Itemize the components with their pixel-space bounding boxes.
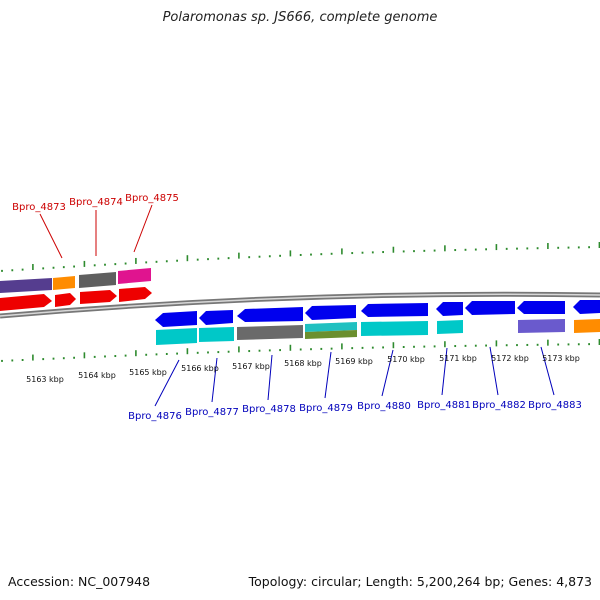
cog-band-4876 [156,328,197,345]
gene-label-bottom: Bpro_4877 [185,407,239,418]
genome-summary-text: Topology: circular; Length: 5,200,264 bp… [248,574,592,589]
gene-arrow-4876 [155,311,197,327]
bottom-leader-lines [154,346,555,407]
cog-band-4880 [361,321,428,336]
gene-arrow-4882 [465,301,515,315]
gene-arrow-next [573,300,600,314]
accession-text: Accession: NC_007948 [8,574,151,589]
reverse-strand-features [155,300,600,345]
gene-arrow-4875 [119,287,152,302]
cog-band-4877 [199,327,234,342]
map-title: Polaromonas sp. JS666, complete genome [162,10,438,25]
gene-label-bottom: Bpro_4882 [472,400,526,411]
gene-label-bottom: Bpro_4879 [299,403,353,414]
gene-label-top: Bpro_4874 [69,197,123,208]
gene-label-bottom: Bpro_4876 [128,411,182,422]
cog-band-4879a [305,322,357,332]
cog-band-next [574,319,600,333]
scale-label: 5167 kbp [232,362,270,371]
gene-label-bottom: Bpro_4880 [357,401,411,412]
scale-label: 5170 kbp [387,355,425,364]
cog-band-4879b [305,330,357,339]
bottom-gene-labels: Bpro_4876 Bpro_4877 Bpro_4878 Bpro_4879 … [128,400,582,422]
lower-tick-row [1,339,600,362]
genome-backbone [0,291,600,319]
top-gene-labels: Bpro_4873 Bpro_4874 Bpro_4875 [12,193,179,213]
gene-label-bottom: Bpro_4881 [417,400,471,411]
cog-band-4873b [53,276,75,290]
gene-arrow-4879 [305,305,356,320]
gene-label-bottom: Bpro_4883 [528,400,582,411]
cog-band-4878 [237,325,303,340]
scale-labels: 5163 kbp 5164 kbp 5165 kbp 5166 kbp 5167… [26,354,580,384]
scale-label: 5163 kbp [26,375,64,384]
scale-label: 5172 kbp [491,354,529,363]
scale-label: 5168 kbp [284,359,322,368]
gene-arrow-4881 [436,302,463,316]
gene-arrow-4878 [237,307,303,322]
gene-arrow-4873b [55,293,76,307]
gene-arrow-4877 [199,310,233,325]
cog-band-4883 [518,319,565,333]
forward-strand-features [0,268,152,311]
cog-band-4881 [437,320,463,334]
scale-label: 5173 kbp [542,354,580,363]
gene-arrow-4880 [361,303,428,317]
scale-label: 5165 kbp [129,368,167,377]
gene-arrow-4883 [517,301,565,314]
scale-label: 5169 kbp [335,357,373,366]
gene-label-top: Bpro_4875 [125,193,179,204]
cog-band-4873a [0,278,52,293]
top-leader-lines [39,204,153,259]
scale-label: 5166 kbp [181,364,219,373]
upper-tick-row [1,242,600,272]
cog-band-4875 [118,268,151,284]
gene-arrow-4873a [0,294,52,311]
gene-label-top: Bpro_4873 [12,202,66,213]
scale-label: 5171 kbp [439,354,477,363]
gene-label-bottom: Bpro_4878 [242,404,296,415]
cog-band-4874 [79,272,116,288]
gene-arrow-4874 [80,290,117,304]
scale-label: 5164 kbp [78,371,116,380]
